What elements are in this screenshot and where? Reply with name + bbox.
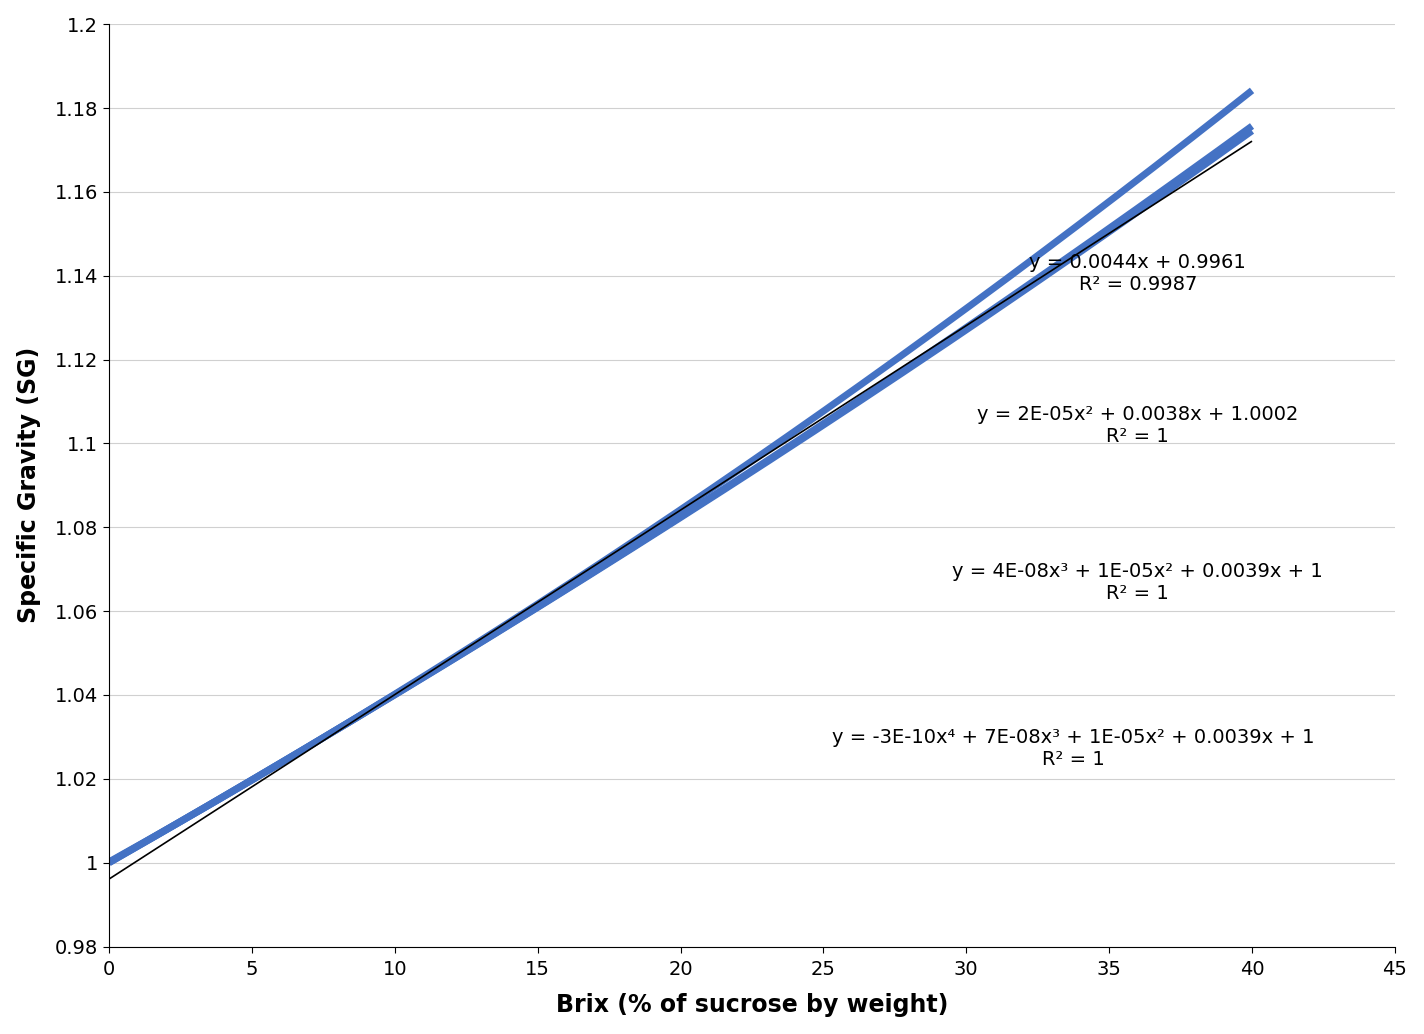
X-axis label: Brix (% of sucrose by weight): Brix (% of sucrose by weight) [555,994,948,1017]
Text: y = -3E-10x⁴ + 7E-08x³ + 1E-05x² + 0.0039x + 1
R² = 1: y = -3E-10x⁴ + 7E-08x³ + 1E-05x² + 0.003… [832,728,1314,768]
Text: y = 2E-05x² + 0.0038x + 1.0002
R² = 1: y = 2E-05x² + 0.0038x + 1.0002 R² = 1 [977,405,1299,446]
Y-axis label: Specific Gravity (SG): Specific Gravity (SG) [17,347,41,624]
Text: y = 0.0044x + 0.9961
R² = 0.9987: y = 0.0044x + 0.9961 R² = 0.9987 [1030,252,1246,294]
Text: y = 4E-08x³ + 1E-05x² + 0.0039x + 1
R² = 1: y = 4E-08x³ + 1E-05x² + 0.0039x + 1 R² =… [953,561,1323,603]
